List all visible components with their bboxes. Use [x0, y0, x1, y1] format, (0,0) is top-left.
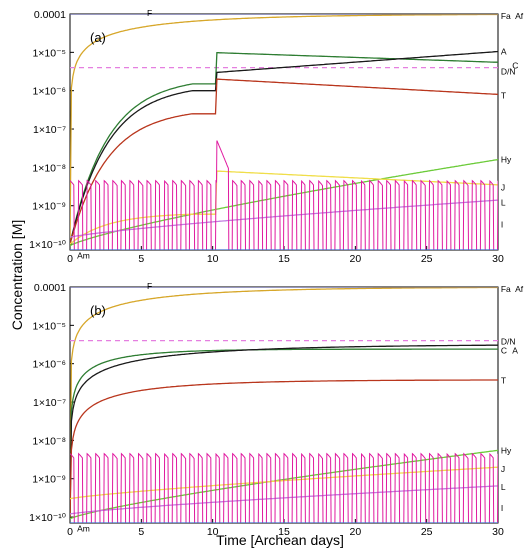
x-tick-label: 15 — [278, 526, 290, 538]
series-label: Am — [77, 251, 90, 261]
x-tick-label: 0 — [67, 526, 73, 538]
series-label: A — [512, 346, 518, 356]
x-tick-label: 0 — [67, 253, 73, 265]
y-tick-label: 1×10⁻⁸ — [32, 435, 66, 447]
x-tick-label: 30 — [492, 253, 504, 265]
series-label: F — [147, 8, 152, 18]
y-tick-label: 1×10⁻⁹ — [32, 201, 66, 213]
x-tick-label: 10 — [207, 526, 219, 538]
series-line-c — [70, 348, 498, 518]
series-label: C — [512, 61, 518, 71]
panel-label: (a) — [90, 30, 106, 45]
x-tick-label: 20 — [349, 526, 361, 538]
series-label: A — [501, 47, 507, 57]
series-line-a — [70, 50, 498, 245]
x-tick-label: 20 — [349, 253, 361, 265]
x-tick-label: 25 — [421, 526, 433, 538]
x-tick-label: 25 — [421, 253, 433, 265]
series-label: Hy — [501, 445, 512, 455]
y-tick-label: 1×10⁻⁷ — [33, 124, 66, 136]
x-tick-label: 5 — [138, 526, 144, 538]
y-tick-label: 1×10⁻⁷ — [33, 397, 66, 409]
y-tick-label: 1×10⁻⁵ — [32, 320, 66, 332]
y-tick-label: 1×10⁻⁶ — [32, 359, 66, 371]
series-line-fa — [70, 287, 498, 518]
series-label: Fa — [501, 284, 511, 294]
y-tick-label: 1×10⁻¹⁰ — [29, 512, 66, 524]
y-tick-label: 1×10⁻¹⁰ — [29, 239, 66, 251]
series-line-t — [70, 379, 498, 518]
series-line-i — [70, 140, 498, 250]
series-label: L — [501, 198, 506, 208]
y-axis-label: Concentration [M] — [9, 220, 25, 331]
series-label: I — [501, 220, 503, 230]
series-label: T — [501, 376, 506, 386]
series-label: T — [501, 90, 506, 100]
panel-label: (b) — [90, 303, 106, 318]
series-label: J — [501, 182, 505, 192]
series-label: Am — [77, 524, 90, 534]
x-tick-label: 10 — [207, 253, 219, 265]
series-label: Af — [515, 11, 524, 21]
x-tick-label: 5 — [138, 253, 144, 265]
panel-a: 0 5 10 15 20 25 30 1×10⁻¹⁰ 1×10⁻⁹ 1×10⁻⁸ 1×10⁻⁷ 1×1… — [29, 8, 524, 265]
y-tick-label: 1×10⁻⁹ — [32, 474, 66, 486]
series-label: I — [501, 503, 503, 513]
series-label: Af — [515, 284, 524, 294]
series-label: L — [501, 482, 506, 492]
series-line-j — [70, 170, 498, 245]
x-tick-label: 30 — [492, 526, 504, 538]
y-tick-label: 0.0001 — [34, 282, 66, 294]
series-line-a — [70, 344, 498, 518]
series-line-t — [70, 78, 498, 245]
y-tick-label: 1×10⁻⁵ — [32, 47, 66, 59]
series-label: Fa — [501, 11, 511, 21]
series-label: D/N — [501, 66, 516, 76]
series-label: D/N — [501, 336, 516, 346]
series-line-i — [70, 452, 498, 523]
series-label: J — [501, 464, 505, 474]
series-label: C — [501, 346, 507, 356]
x-axis-label: Time [Archean days] — [216, 532, 344, 548]
y-tick-label: 1×10⁻⁸ — [32, 162, 66, 174]
series-label: F — [147, 281, 152, 291]
series-line-c — [70, 52, 498, 245]
series-label: Hy — [501, 155, 512, 165]
x-tick-label: 15 — [278, 253, 290, 265]
panel-b: 0 5 10 15 20 25 30 1×10⁻¹⁰ 1×10⁻⁹ 1×10⁻⁸ 1×10⁻⁷ 1×1… — [29, 281, 524, 538]
series-line-fa — [70, 14, 498, 245]
y-tick-label: 0.0001 — [34, 9, 66, 21]
y-tick-label: 1×10⁻⁶ — [32, 86, 66, 98]
